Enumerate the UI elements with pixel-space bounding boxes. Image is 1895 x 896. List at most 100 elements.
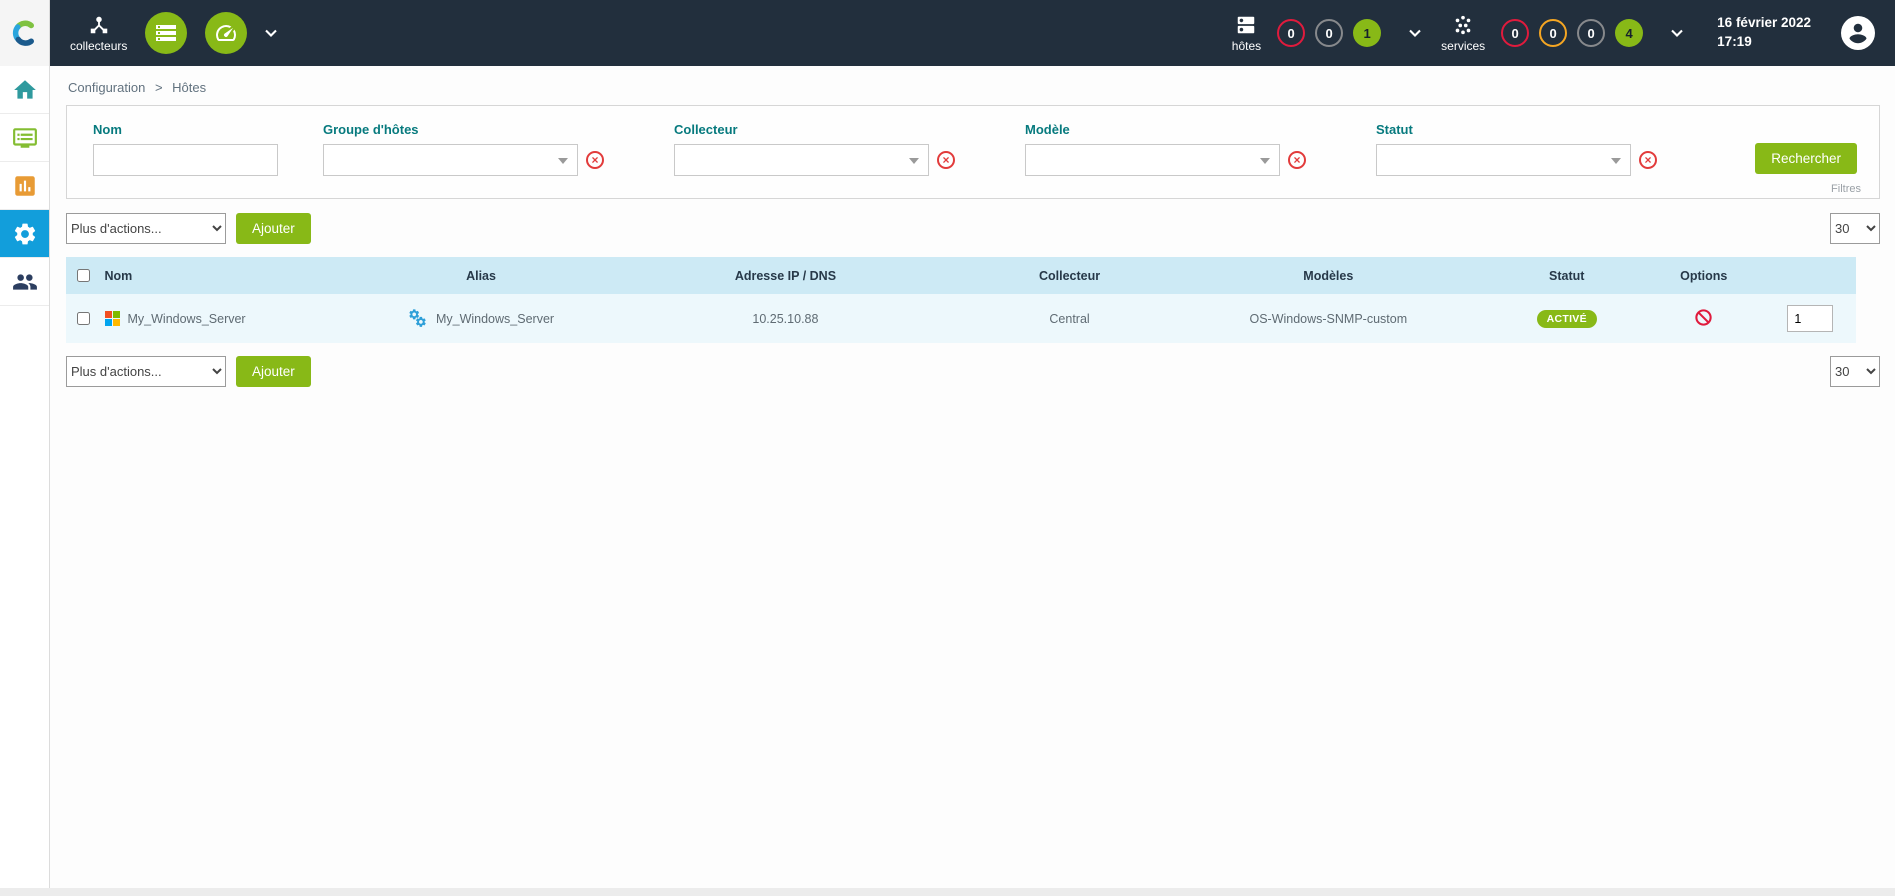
services-label: services [1441,38,1486,53]
hosts-unreachable-counter[interactable]: 0 [1315,19,1344,47]
column-templates[interactable]: Modèles [1303,268,1354,283]
home-icon [13,79,36,99]
user-avatar[interactable] [1841,16,1875,50]
filters-caption: Filtres [1831,183,1861,195]
add-button-bottom[interactable]: Ajouter [236,356,311,387]
bar-chart-icon [14,175,35,196]
breadcrumb-configuration[interactable]: Configuration [68,80,146,95]
hostgroup-filter-select[interactable] [323,144,578,176]
breadcrumb: Configuration > Hôtes [66,76,1880,105]
page-size-select-bottom[interactable]: 30 [1830,356,1880,387]
hostgroup-clear-icon[interactable]: × [586,151,604,169]
host-order-input[interactable] [1787,305,1834,332]
status-filter-select[interactable] [1376,144,1631,176]
hosts-table: Nom Alias Adresse IP / DNS Collecteur Mo… [66,257,1856,343]
column-poller[interactable]: Collecteur [1038,268,1101,283]
status-filter-label: Statut [1376,122,1413,137]
column-status[interactable]: Statut [1549,268,1585,283]
poller-filter-select[interactable] [674,144,929,176]
sidebar-item-configuration[interactable] [0,210,49,258]
gauge-icon [216,25,237,42]
people-icon [12,273,37,290]
hostgroup-filter-label: Groupe d'hôtes [323,122,419,137]
disable-host-action[interactable] [1643,294,1765,343]
more-actions-select-bottom[interactable]: Plus d'actions... [66,356,226,387]
hosts-label: hôtes [1231,38,1262,53]
sidebar-item-administration[interactable] [0,258,49,306]
services-menu[interactable]: services [1441,14,1485,53]
sidebar-item-home[interactable] [0,66,49,114]
time-text: 17:19 [1717,34,1752,49]
bottom-strip [0,888,1895,896]
centreon-logo[interactable] [0,0,49,66]
dropdown-arrow-icon [909,158,919,164]
add-button[interactable]: Ajouter [236,213,311,244]
name-filter-label: Nom [93,122,122,137]
template-filter-label: Modèle [1025,122,1070,137]
dropdown-arrow-icon [1611,158,1621,164]
server-stack-icon [156,25,177,41]
host-poller-text: Central [1049,311,1090,326]
column-name[interactable]: Nom [104,268,133,283]
chevron-down-icon [265,29,278,37]
main-content: Configuration > Hôtes Nom Groupe d'hôtes… [50,66,1895,896]
dropdown-arrow-icon [1260,158,1270,164]
services-warning-counter[interactable]: 0 [1539,19,1568,47]
column-alias[interactable]: Alias [466,268,496,283]
chevron-down-icon [1671,29,1683,37]
status-badge: ACTIVÉ [1536,309,1597,328]
date-text: 16 février 2022 [1717,15,1811,31]
column-options: Options [1680,268,1728,283]
table-header-row: Nom Alias Adresse IP / DNS Collecteur Mo… [66,257,1856,294]
poller-clear-icon[interactable]: × [937,151,955,169]
search-button[interactable]: Rechercher [1755,143,1857,174]
breadcrumb-separator: > [154,80,163,95]
name-filter-input[interactable] [93,144,278,176]
chevron-down-icon [1409,29,1421,37]
page-size-select[interactable]: 30 [1830,213,1880,244]
bottom-toolbar: Plus d'actions... Ajouter 30 [66,356,1880,387]
monitoring-icon [12,127,37,148]
row-checkbox[interactable] [77,312,91,325]
host-ip-text: 10.25.10.88 [752,311,819,326]
hosts-counters: 0 0 1 [1277,19,1425,47]
more-actions-select[interactable]: Plus d'actions... [66,213,226,244]
services-expand-chevron[interactable] [1667,23,1687,43]
template-clear-icon[interactable]: × [1288,151,1306,169]
gear-icon [14,223,35,244]
sidebar-item-reporting[interactable] [0,162,49,210]
host-name-link[interactable]: My_Windows_Server [127,311,246,326]
disable-icon [1695,308,1712,326]
pollers-icon [90,16,107,33]
hosts-menu[interactable]: hôtes [1232,14,1261,53]
hosts-expand-chevron[interactable] [1405,23,1425,43]
breadcrumb-hosts[interactable]: Hôtes [172,80,207,95]
host-alias-text: My_Windows_Server [435,311,555,326]
sidebar [0,0,50,896]
hosts-down-counter[interactable]: 0 [1277,19,1306,47]
column-ip[interactable]: Adresse IP / DNS [734,268,837,283]
dropdown-arrow-icon [558,158,568,164]
template-filter-select[interactable] [1025,144,1280,176]
sidebar-item-monitoring[interactable] [0,114,49,162]
services-unknown-counter[interactable]: 0 [1577,19,1606,47]
centreon-logo-icon [12,20,34,46]
pollers-expand-chevron[interactable] [261,23,281,43]
pollers-menu[interactable]: collecteurs [70,14,127,53]
top-toolbar: Plus d'actions... Ajouter 30 [66,213,1880,244]
user-icon [1849,23,1867,44]
host-templates-text: OS-Windows-SNMP-custom [1249,311,1408,326]
row-select-cell [66,294,101,343]
poller-latency-button[interactable] [205,12,248,54]
select-all-checkbox[interactable] [77,269,91,282]
status-clear-icon[interactable]: × [1639,151,1657,169]
services-critical-counter[interactable]: 0 [1501,19,1530,47]
services-icon [1455,15,1471,34]
services-ok-counter[interactable]: 4 [1615,19,1644,47]
windows-logo-icon [104,311,120,326]
hosts-up-counter[interactable]: 1 [1353,19,1382,47]
poller-status-button[interactable] [145,12,188,54]
select-all-cell [66,257,101,294]
column-order [1765,257,1856,294]
top-bar: collecteurs hôtes 0 0 1 [50,0,1895,66]
